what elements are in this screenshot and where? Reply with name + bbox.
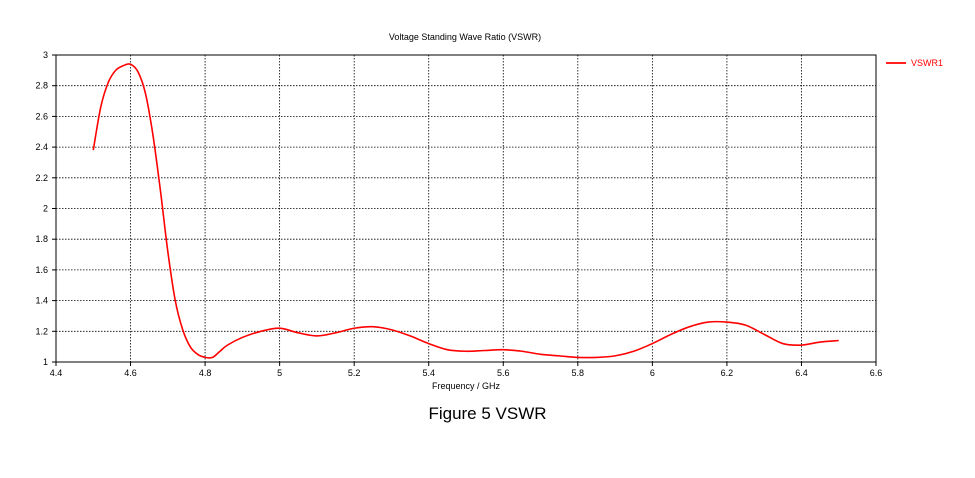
y-tick-label: 2.6 xyxy=(35,111,48,121)
series-lines xyxy=(92,63,839,359)
x-tick-label: 4.6 xyxy=(124,368,137,378)
y-tick-label: 2.8 xyxy=(35,81,48,91)
x-tick-label: 5.2 xyxy=(348,368,361,378)
x-tick-label: 6.2 xyxy=(721,368,734,378)
legend-label: VSWR1 xyxy=(911,58,943,68)
y-tick-label: 1.4 xyxy=(35,296,48,306)
x-tick-label: 5.4 xyxy=(422,368,435,378)
x-axis-label: Frequency / GHz xyxy=(432,381,501,391)
y-tick-label: 1.6 xyxy=(35,265,48,275)
y-tick-label: 1.2 xyxy=(35,326,48,336)
x-tick-label: 6.6 xyxy=(870,368,883,378)
x-tick-label: 4.4 xyxy=(50,368,63,378)
y-tick-label: 2.4 xyxy=(35,142,48,152)
chart-title: Voltage Standing Wave Ratio (VSWR) xyxy=(389,32,541,42)
x-tick-label: 6 xyxy=(650,368,655,378)
x-tick-label: 5.6 xyxy=(497,368,510,378)
y-tick-label: 2.2 xyxy=(35,173,48,183)
x-tick-label: 4.8 xyxy=(199,368,212,378)
x-tick-label: 6.4 xyxy=(795,368,808,378)
legend: VSWR1 xyxy=(886,58,943,68)
figure-caption: Figure 5 VSWR xyxy=(428,404,547,423)
y-tick-label: 1.8 xyxy=(35,234,48,244)
x-tick-label: 5.8 xyxy=(572,368,585,378)
x-tick-label: 5 xyxy=(277,368,282,378)
grid-lines xyxy=(56,55,876,362)
y-tick-label: 3 xyxy=(43,50,48,60)
y-tick-label: 1 xyxy=(43,357,48,367)
y-tick-label: 2 xyxy=(43,204,48,214)
axis-ticks: 4.4 4.6 4.8 5 5.2 5.4 5.6 5.8 6 6.2 6.4 6.6 1 1.2 1.4 1… xyxy=(35,50,882,378)
series-line-vswr1 xyxy=(92,63,839,359)
